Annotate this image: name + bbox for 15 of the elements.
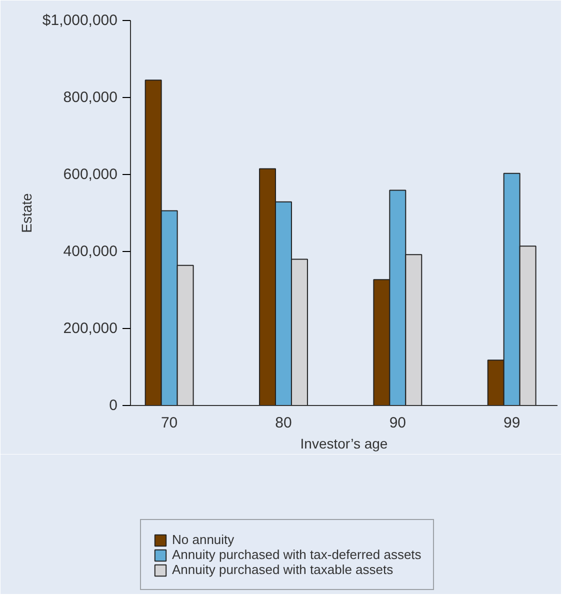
y-tick-label: 800,000 [63,89,118,106]
y-tick-label: 0 [109,397,118,414]
y-tick-label: 200,000 [63,320,118,337]
x-tick-label: 90 [389,414,406,432]
y-tick-label: 600,000 [63,166,118,183]
legend-label: Annuity purchased with tax-deferred assets [172,547,422,562]
y-tick-label: $1,000,000 [42,12,118,29]
x-tick-label: 99 [503,414,520,432]
legend-label: Annuity purchased with taxable assets [172,562,394,577]
legend-label: No annuity [172,532,234,547]
y-axis-title: Estate [18,192,34,233]
x-axis-title: Investor’s age [300,436,388,452]
x-tick-label: 70 [160,414,178,432]
x-tick-label: 80 [275,414,292,432]
y-tick-label: 400,000 [63,243,118,260]
